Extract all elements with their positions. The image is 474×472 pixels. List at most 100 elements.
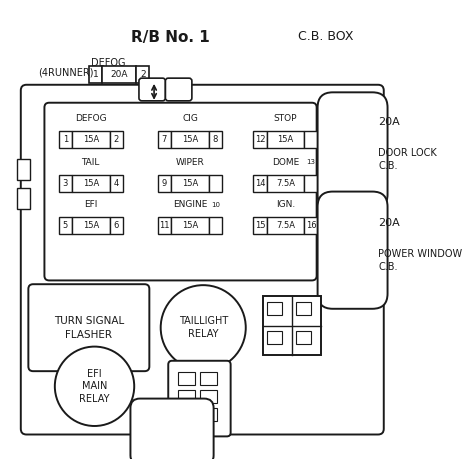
Bar [72,217,109,234]
Bar [109,175,123,192]
Text: WIPER: WIPER [175,158,204,167]
Bar [253,175,266,192]
Text: CIG: CIG [182,114,198,123]
Text: 15A: 15A [82,135,99,144]
Bar [158,175,171,192]
Bar [253,131,266,148]
Text: 7.5A: 7.5A [276,221,295,230]
Bar [267,302,282,315]
Text: 15A: 15A [182,221,198,230]
Text: 4: 4 [114,178,119,187]
Text: 15A: 15A [182,135,198,144]
Bar [72,175,109,192]
Circle shape [55,346,134,426]
Text: 8: 8 [213,135,218,144]
Text: 7: 7 [162,135,167,144]
Text: 1: 1 [92,70,98,79]
Text: 20A: 20A [378,117,400,126]
Text: C.B.: C.B. [378,161,398,171]
Bar [136,66,149,83]
Bar [17,188,30,209]
Text: 16: 16 [306,221,316,230]
Bar [304,175,318,192]
Text: 15: 15 [255,221,265,230]
Text: 11: 11 [159,221,170,230]
Bar [267,331,282,344]
Text: 2: 2 [114,135,119,144]
Bar [59,217,72,234]
Bar [109,131,123,148]
Text: 7.5A: 7.5A [276,178,295,187]
Bar [296,331,311,344]
Bar [304,217,318,234]
Bar [253,217,266,234]
Bar [263,296,321,355]
Bar [266,217,304,234]
Text: DEFOG: DEFOG [91,59,126,68]
Bar [178,372,195,385]
Text: 5: 5 [63,221,68,230]
Text: TAIL: TAIL [82,158,100,167]
Bar [178,408,195,421]
Text: POWER WINDOW: POWER WINDOW [378,249,462,259]
Bar [158,131,171,148]
FancyBboxPatch shape [130,398,214,465]
Text: 1: 1 [63,135,68,144]
FancyBboxPatch shape [21,85,384,435]
Bar [158,217,171,234]
Text: IGN.: IGN. [276,200,295,209]
Text: ENGINE: ENGINE [173,200,207,209]
Text: DOOR LOCK: DOOR LOCK [378,148,437,158]
Text: 12: 12 [255,135,265,144]
Bar [59,131,72,148]
Text: 20A: 20A [378,218,400,228]
Text: (4RUNNER): (4RUNNER) [38,67,94,77]
Text: 2: 2 [140,70,146,79]
FancyBboxPatch shape [318,93,388,210]
FancyBboxPatch shape [165,78,192,101]
Text: EFI
MAIN
RELAY: EFI MAIN RELAY [79,369,110,404]
Bar [296,302,311,315]
Bar [102,66,136,83]
Text: 20A: 20A [110,70,128,79]
Text: R/B No. 1: R/B No. 1 [131,30,210,45]
Text: TAILLIGHT
RELAY: TAILLIGHT RELAY [179,316,228,339]
Text: 3: 3 [63,178,68,187]
Text: EFI: EFI [84,200,98,209]
Bar [72,131,109,148]
Text: 15A: 15A [82,221,99,230]
Bar [209,131,222,148]
Text: C.B. BOX: C.B. BOX [298,30,354,43]
Bar [171,175,209,192]
Text: 13: 13 [306,159,315,165]
Bar [89,66,102,83]
Text: 10: 10 [211,202,220,208]
Text: 6: 6 [114,221,119,230]
Bar [171,217,209,234]
Text: TURN SIGNAL
FLASHER: TURN SIGNAL FLASHER [54,316,124,340]
Text: 15A: 15A [182,178,198,187]
Bar [17,160,30,180]
FancyBboxPatch shape [168,361,231,437]
Text: DOME: DOME [272,158,299,167]
FancyBboxPatch shape [318,192,388,309]
Bar [201,372,218,385]
Text: STOP: STOP [273,114,297,123]
Bar [266,131,304,148]
Bar [209,217,222,234]
Text: 14: 14 [255,178,265,187]
Bar [201,390,218,403]
FancyBboxPatch shape [139,78,165,101]
Bar [178,390,195,403]
Text: 15A: 15A [82,178,99,187]
Circle shape [161,285,246,370]
Bar [171,131,209,148]
Bar [266,175,304,192]
Bar [201,408,218,421]
Bar [209,175,222,192]
Text: DEFOG: DEFOG [75,114,107,123]
Text: C.B.: C.B. [378,262,398,272]
Bar [59,175,72,192]
Bar [304,131,318,148]
Text: 15A: 15A [277,135,293,144]
